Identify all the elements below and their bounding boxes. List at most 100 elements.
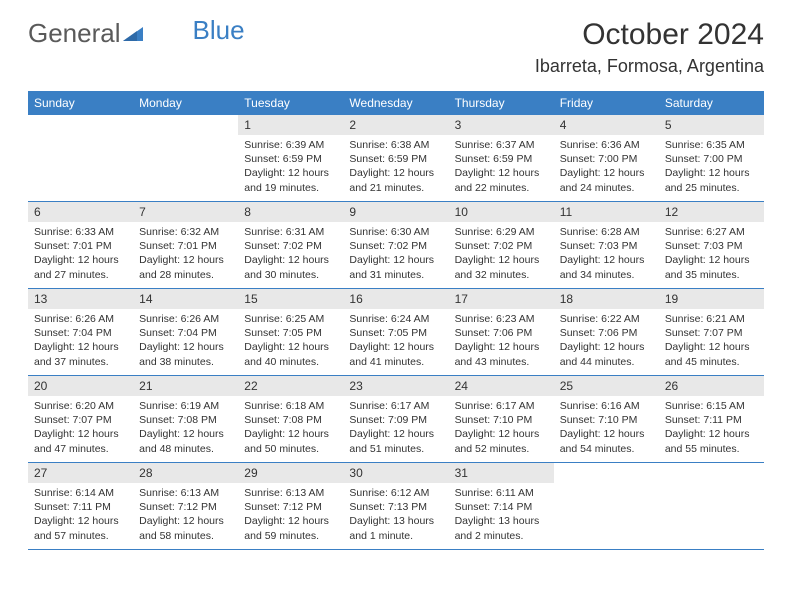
day-number: 11 bbox=[554, 202, 659, 222]
daylight-text: Daylight: 12 hours and 43 minutes. bbox=[455, 340, 548, 368]
week-row: 13Sunrise: 6:26 AMSunset: 7:04 PMDayligh… bbox=[28, 289, 764, 376]
day-cell: 18Sunrise: 6:22 AMSunset: 7:06 PMDayligh… bbox=[554, 289, 659, 375]
daylight-text: Daylight: 12 hours and 41 minutes. bbox=[349, 340, 442, 368]
day-cell: 25Sunrise: 6:16 AMSunset: 7:10 PMDayligh… bbox=[554, 376, 659, 462]
day-info: Sunrise: 6:26 AMSunset: 7:04 PMDaylight:… bbox=[133, 309, 238, 373]
day-cell: 4Sunrise: 6:36 AMSunset: 7:00 PMDaylight… bbox=[554, 115, 659, 201]
sunrise-text: Sunrise: 6:12 AM bbox=[349, 486, 442, 500]
day-info: Sunrise: 6:25 AMSunset: 7:05 PMDaylight:… bbox=[238, 309, 343, 373]
dayname: Saturday bbox=[659, 91, 764, 115]
dayname: Friday bbox=[554, 91, 659, 115]
daylight-text: Daylight: 12 hours and 44 minutes. bbox=[560, 340, 653, 368]
sunset-text: Sunset: 7:10 PM bbox=[455, 413, 548, 427]
daylight-text: Daylight: 12 hours and 34 minutes. bbox=[560, 253, 653, 281]
daylight-text: Daylight: 12 hours and 55 minutes. bbox=[665, 427, 758, 455]
sunset-text: Sunset: 7:11 PM bbox=[665, 413, 758, 427]
day-cell: 3Sunrise: 6:37 AMSunset: 6:59 PMDaylight… bbox=[449, 115, 554, 201]
day-cell: 11Sunrise: 6:28 AMSunset: 7:03 PMDayligh… bbox=[554, 202, 659, 288]
day-info: Sunrise: 6:11 AMSunset: 7:14 PMDaylight:… bbox=[449, 483, 554, 547]
logo: General Blue bbox=[28, 18, 245, 49]
sunrise-text: Sunrise: 6:20 AM bbox=[34, 399, 127, 413]
day-info: Sunrise: 6:19 AMSunset: 7:08 PMDaylight:… bbox=[133, 396, 238, 460]
sunrise-text: Sunrise: 6:22 AM bbox=[560, 312, 653, 326]
day-cell: 8Sunrise: 6:31 AMSunset: 7:02 PMDaylight… bbox=[238, 202, 343, 288]
sunset-text: Sunset: 7:02 PM bbox=[349, 239, 442, 253]
sunset-text: Sunset: 6:59 PM bbox=[349, 152, 442, 166]
day-number: 31 bbox=[449, 463, 554, 483]
daylight-text: Daylight: 12 hours and 58 minutes. bbox=[139, 514, 232, 542]
day-cell: 1Sunrise: 6:39 AMSunset: 6:59 PMDaylight… bbox=[238, 115, 343, 201]
sunset-text: Sunset: 7:08 PM bbox=[139, 413, 232, 427]
week-row: 1Sunrise: 6:39 AMSunset: 6:59 PMDaylight… bbox=[28, 115, 764, 202]
day-cell: 10Sunrise: 6:29 AMSunset: 7:02 PMDayligh… bbox=[449, 202, 554, 288]
sunset-text: Sunset: 7:01 PM bbox=[139, 239, 232, 253]
daylight-text: Daylight: 12 hours and 32 minutes. bbox=[455, 253, 548, 281]
day-cell: 17Sunrise: 6:23 AMSunset: 7:06 PMDayligh… bbox=[449, 289, 554, 375]
day-number: 12 bbox=[659, 202, 764, 222]
dayname: Monday bbox=[133, 91, 238, 115]
day-info: Sunrise: 6:37 AMSunset: 6:59 PMDaylight:… bbox=[449, 135, 554, 199]
day-info: Sunrise: 6:24 AMSunset: 7:05 PMDaylight:… bbox=[343, 309, 448, 373]
sunset-text: Sunset: 7:03 PM bbox=[665, 239, 758, 253]
sunset-text: Sunset: 7:04 PM bbox=[139, 326, 232, 340]
sunrise-text: Sunrise: 6:26 AM bbox=[34, 312, 127, 326]
sunset-text: Sunset: 7:12 PM bbox=[139, 500, 232, 514]
daylight-text: Daylight: 12 hours and 45 minutes. bbox=[665, 340, 758, 368]
sunrise-text: Sunrise: 6:24 AM bbox=[349, 312, 442, 326]
sunset-text: Sunset: 7:04 PM bbox=[34, 326, 127, 340]
day-cell bbox=[133, 115, 238, 201]
sunrise-text: Sunrise: 6:32 AM bbox=[139, 225, 232, 239]
sunrise-text: Sunrise: 6:28 AM bbox=[560, 225, 653, 239]
day-number: 2 bbox=[343, 115, 448, 135]
daylight-text: Daylight: 12 hours and 27 minutes. bbox=[34, 253, 127, 281]
daylight-text: Daylight: 12 hours and 47 minutes. bbox=[34, 427, 127, 455]
sunrise-text: Sunrise: 6:38 AM bbox=[349, 138, 442, 152]
day-number: 28 bbox=[133, 463, 238, 483]
daylight-text: Daylight: 12 hours and 48 minutes. bbox=[139, 427, 232, 455]
sunrise-text: Sunrise: 6:39 AM bbox=[244, 138, 337, 152]
sunrise-text: Sunrise: 6:33 AM bbox=[34, 225, 127, 239]
sunset-text: Sunset: 7:08 PM bbox=[244, 413, 337, 427]
day-number: 15 bbox=[238, 289, 343, 309]
sunset-text: Sunset: 7:13 PM bbox=[349, 500, 442, 514]
day-cell: 5Sunrise: 6:35 AMSunset: 7:00 PMDaylight… bbox=[659, 115, 764, 201]
daylight-text: Daylight: 12 hours and 28 minutes. bbox=[139, 253, 232, 281]
sunset-text: Sunset: 7:09 PM bbox=[349, 413, 442, 427]
day-cell bbox=[659, 463, 764, 549]
day-info: Sunrise: 6:36 AMSunset: 7:00 PMDaylight:… bbox=[554, 135, 659, 199]
sunset-text: Sunset: 6:59 PM bbox=[244, 152, 337, 166]
day-info: Sunrise: 6:28 AMSunset: 7:03 PMDaylight:… bbox=[554, 222, 659, 286]
day-info: Sunrise: 6:23 AMSunset: 7:06 PMDaylight:… bbox=[449, 309, 554, 373]
daylight-text: Daylight: 12 hours and 51 minutes. bbox=[349, 427, 442, 455]
daylight-text: Daylight: 12 hours and 24 minutes. bbox=[560, 166, 653, 194]
week-row: 20Sunrise: 6:20 AMSunset: 7:07 PMDayligh… bbox=[28, 376, 764, 463]
day-number: 29 bbox=[238, 463, 343, 483]
day-number: 24 bbox=[449, 376, 554, 396]
daylight-text: Daylight: 12 hours and 40 minutes. bbox=[244, 340, 337, 368]
sunrise-text: Sunrise: 6:16 AM bbox=[560, 399, 653, 413]
sunset-text: Sunset: 7:05 PM bbox=[349, 326, 442, 340]
day-number: 16 bbox=[343, 289, 448, 309]
sunset-text: Sunset: 7:10 PM bbox=[560, 413, 653, 427]
day-number: 25 bbox=[554, 376, 659, 396]
daylight-text: Daylight: 12 hours and 37 minutes. bbox=[34, 340, 127, 368]
daylight-text: Daylight: 12 hours and 22 minutes. bbox=[455, 166, 548, 194]
day-cell bbox=[554, 463, 659, 549]
daylight-text: Daylight: 12 hours and 31 minutes. bbox=[349, 253, 442, 281]
sunrise-text: Sunrise: 6:13 AM bbox=[244, 486, 337, 500]
day-number: 21 bbox=[133, 376, 238, 396]
day-info: Sunrise: 6:14 AMSunset: 7:11 PMDaylight:… bbox=[28, 483, 133, 547]
sunrise-text: Sunrise: 6:29 AM bbox=[455, 225, 548, 239]
day-cell: 24Sunrise: 6:17 AMSunset: 7:10 PMDayligh… bbox=[449, 376, 554, 462]
day-info: Sunrise: 6:31 AMSunset: 7:02 PMDaylight:… bbox=[238, 222, 343, 286]
day-number: 26 bbox=[659, 376, 764, 396]
day-cell: 23Sunrise: 6:17 AMSunset: 7:09 PMDayligh… bbox=[343, 376, 448, 462]
day-number: 9 bbox=[343, 202, 448, 222]
day-number: 18 bbox=[554, 289, 659, 309]
dayname: Tuesday bbox=[238, 91, 343, 115]
day-number: 27 bbox=[28, 463, 133, 483]
sunrise-text: Sunrise: 6:35 AM bbox=[665, 138, 758, 152]
daylight-text: Daylight: 12 hours and 50 minutes. bbox=[244, 427, 337, 455]
day-info: Sunrise: 6:35 AMSunset: 7:00 PMDaylight:… bbox=[659, 135, 764, 199]
sunrise-text: Sunrise: 6:21 AM bbox=[665, 312, 758, 326]
